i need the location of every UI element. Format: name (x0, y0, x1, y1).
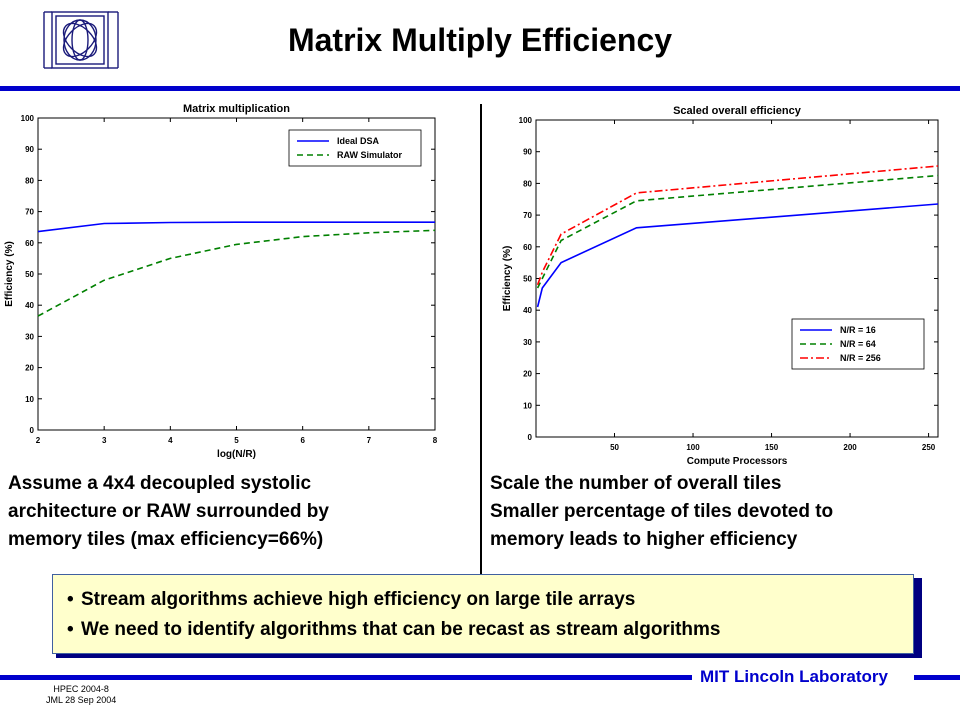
top-rule (0, 86, 960, 91)
y-tick-label: 10 (25, 395, 34, 404)
y-tick-label: 30 (523, 338, 532, 347)
x-tick-label: 250 (922, 443, 936, 452)
y-tick-label: 10 (523, 401, 532, 410)
footer: HPEC 2004-8 JML 28 Sep 2004 (46, 684, 116, 706)
lab-name: MIT Lincoln Laboratory (700, 667, 888, 686)
series-line-2 (536, 174, 939, 289)
chart-title: Scaled overall efficiency (673, 105, 802, 117)
x-tick-label: 5 (234, 436, 239, 445)
vertical-divider (480, 104, 482, 579)
legend-label: N/R = 64 (840, 339, 876, 349)
x-tick-label: 7 (367, 436, 372, 445)
bullet-dot-icon: • (67, 619, 74, 640)
legend-label: RAW Simulator (337, 150, 403, 160)
x-tick-label: 150 (765, 443, 779, 452)
scaled-efficiency-chart: Scaled overall efficiency 50 100 150 200 250 0… (502, 105, 939, 467)
y-tick-label: 90 (523, 148, 532, 157)
bottom-rule (914, 675, 960, 680)
caption-line: memory leads to higher efficiency (490, 529, 798, 550)
y-tick-label: 50 (25, 270, 34, 279)
x-tick-label: 3 (102, 436, 107, 445)
y-axis-label: Efficiency (%) (4, 241, 15, 307)
y-tick-label: 20 (523, 370, 532, 379)
callout-bullet-text: We need to identify algorithms that can … (81, 619, 721, 640)
bullet-dot-icon: • (67, 589, 74, 610)
x-tick-label: 2 (36, 436, 41, 445)
x-axis-label: Compute Processors (687, 456, 788, 467)
y-tick-label: 60 (523, 243, 532, 252)
y-tick-label: 20 (25, 364, 34, 373)
mit-ll-logo-icon (43, 11, 119, 69)
x-tick-label: 8 (433, 436, 438, 445)
y-tick-label: 80 (25, 176, 34, 185)
callout-bullet-text: Stream algorithms achieve high efficienc… (81, 589, 636, 610)
y-tick-label: 0 (30, 426, 35, 435)
y-tick-label: 50 (523, 275, 532, 284)
legend-label: Ideal DSA (337, 136, 380, 146)
y-axis-label: Efficiency (%) (502, 246, 513, 312)
legend-box (288, 129, 422, 167)
caption-line: Assume a 4x4 decoupled systolic (8, 473, 312, 494)
plot-frame (535, 119, 939, 438)
bottom-rule (0, 675, 692, 680)
y-tick-label: 100 (519, 116, 533, 125)
y-tick-label: 60 (25, 239, 34, 248)
series-line-2 (37, 229, 436, 317)
y-tick-label: 80 (523, 179, 532, 188)
x-tick-label: 100 (686, 443, 700, 452)
footer-line: JML 28 Sep 2004 (46, 695, 117, 705)
y-tick-label: 90 (25, 145, 34, 154)
footer-line: HPEC 2004-8 (53, 684, 109, 694)
y-tick-label: 70 (523, 211, 532, 220)
x-tick-label: 50 (610, 443, 619, 452)
x-tick-label: 200 (843, 443, 857, 452)
right-caption: Scale the number of overall tiles Smalle… (490, 470, 950, 554)
x-tick-label: 4 (168, 436, 173, 445)
y-tick-label: 70 (25, 208, 34, 217)
x-axis-label: log(N/R) (217, 449, 256, 460)
legend-label: N/R = 16 (840, 325, 876, 335)
plot-frame (37, 117, 436, 431)
callout-bullet: • We need to identify algorithms that can… (67, 615, 913, 645)
y-tick-label: 40 (523, 306, 532, 315)
series-line-1 (536, 203, 939, 308)
y-tick-label: 40 (25, 301, 34, 310)
caption-line: Smaller percentage of tiles devoted to (490, 501, 834, 522)
page-title: Matrix Multiply Efficiency (287, 22, 673, 58)
caption-line: architecture or RAW surrounded by (8, 501, 329, 522)
series-line-1 (37, 221, 435, 233)
legend-label: N/R = 256 (840, 353, 881, 363)
left-caption: Assume a 4x4 decoupled systolic architec… (8, 470, 468, 554)
y-tick-label: 100 (21, 114, 35, 123)
series-line-3 (536, 165, 939, 286)
y-tick-label: 30 (25, 332, 34, 341)
summary-callout: • Stream algorithms achieve high efficien… (52, 574, 914, 654)
callout-bullet: • Stream algorithms achieve high efficien… (67, 585, 913, 615)
x-tick-label: 6 (300, 436, 305, 445)
chart-title: Matrix multiplication (183, 103, 290, 115)
caption-line: Scale the number of overall tiles (490, 473, 782, 494)
y-tick-label: 0 (528, 433, 533, 442)
caption-line: memory tiles (max efficiency=66%) (8, 529, 324, 550)
